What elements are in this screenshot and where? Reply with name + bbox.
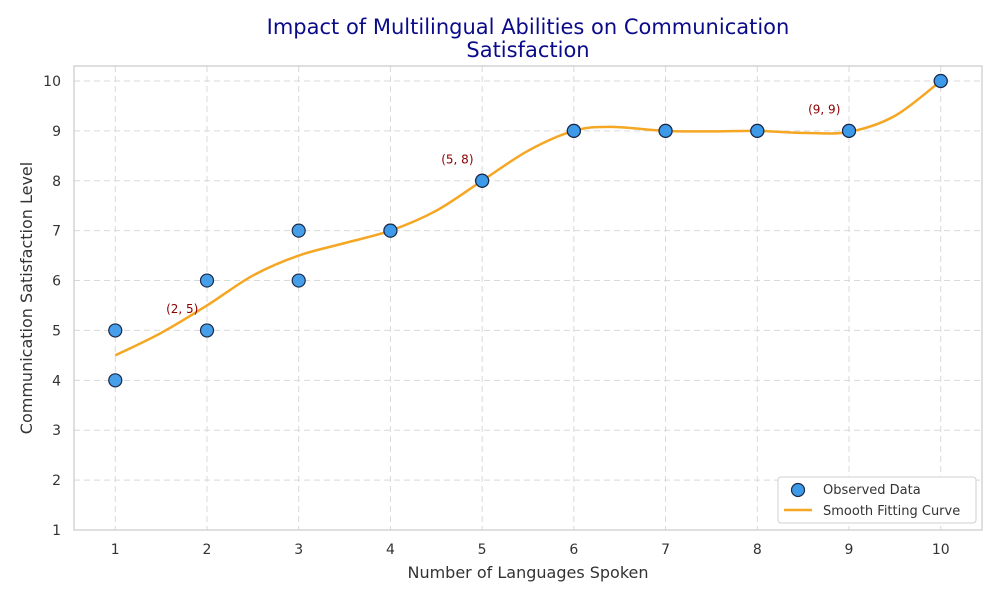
x-tick-labels: 1 2 3 4 5 6 7 8 9 10 — [111, 542, 950, 558]
data-point — [750, 123, 765, 138]
y-tick-label: 10 — [43, 74, 61, 90]
smooth-fitting-curve — [114, 79, 942, 357]
x-tick-label: 6 — [569, 542, 578, 558]
x-tick-label: 8 — [753, 542, 762, 558]
x-tick-label: 5 — [478, 542, 487, 558]
data-point — [383, 223, 398, 238]
data-point — [933, 73, 948, 89]
x-tick-label: 4 — [386, 542, 395, 558]
grid-lines — [74, 66, 982, 531]
y-tick-labels: 1 2 3 4 5 6 7 8 9 10 — [43, 74, 61, 539]
chart-title-line-2: Satisfaction — [466, 38, 589, 62]
observed-data-points — [108, 73, 948, 388]
data-point — [658, 123, 673, 138]
y-tick-label: 4 — [52, 373, 61, 389]
point-annotation: (2, 5) — [166, 302, 198, 316]
x-tick-label: 3 — [294, 542, 303, 558]
y-axis-label: Communication Satisfaction Level — [17, 162, 36, 434]
data-point — [108, 323, 123, 338]
data-point — [475, 173, 490, 188]
x-tick-label: 9 — [845, 542, 854, 558]
point-annotation: (5, 8) — [441, 152, 473, 166]
annotations: (2, 5) (5, 8) (9, 9) — [166, 102, 840, 316]
y-tick-label: 1 — [52, 523, 61, 539]
y-tick-label: 6 — [52, 274, 61, 290]
y-tick-label: 7 — [52, 224, 61, 240]
data-point — [199, 323, 215, 338]
legend-observed-marker — [790, 482, 806, 498]
x-axis-label: Number of Languages Spoken — [407, 563, 648, 582]
data-point — [566, 123, 581, 138]
y-tick-label: 8 — [52, 174, 61, 190]
x-tick-label: 10 — [932, 542, 950, 558]
legend-curve-label: Smooth Fitting Curve — [823, 504, 960, 519]
legend-box — [777, 476, 977, 524]
plot-frame — [73, 65, 983, 531]
data-point — [199, 273, 215, 288]
x-tick-label: 2 — [203, 542, 212, 558]
data-point — [291, 223, 306, 238]
y-tick-label: 2 — [52, 473, 61, 489]
chart-title-line-1: Impact of Multilingual Abilities on Comm… — [267, 15, 790, 39]
legend: Observed Data Smooth Fitting Curve — [777, 476, 977, 524]
y-tick-label: 3 — [52, 423, 61, 439]
point-annotation: (9, 9) — [808, 102, 840, 116]
x-tick-label: 1 — [111, 542, 120, 558]
legend-observed-label: Observed Data — [823, 483, 921, 498]
data-point — [108, 373, 123, 388]
x-tick-label: 7 — [661, 542, 670, 558]
data-point — [291, 273, 306, 288]
y-tick-label: 5 — [52, 323, 61, 339]
data-point — [841, 123, 857, 138]
y-tick-label: 9 — [52, 124, 61, 140]
